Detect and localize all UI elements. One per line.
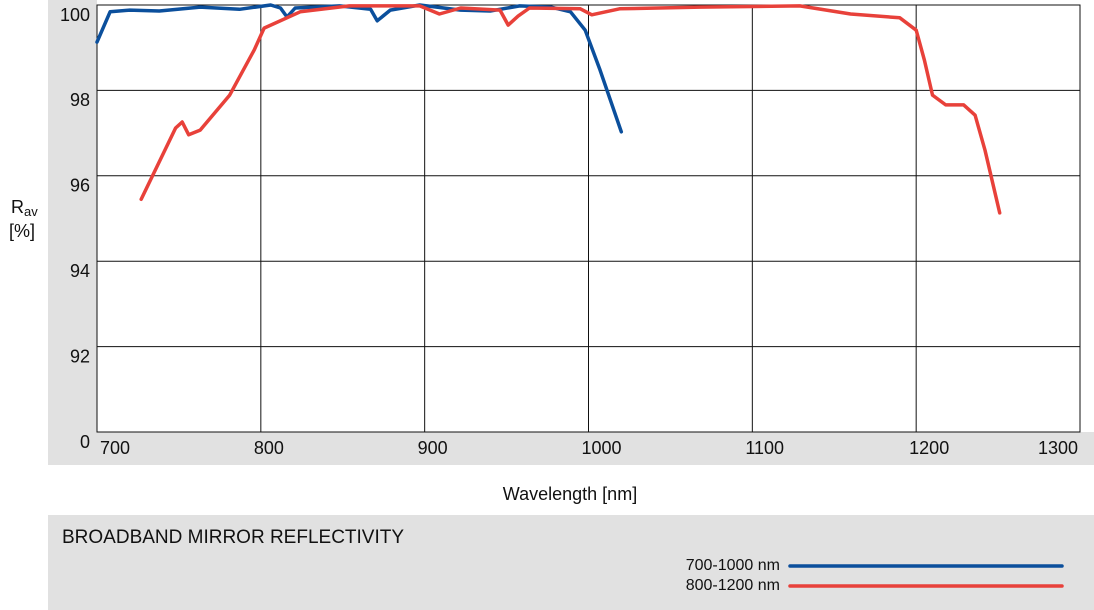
- x-tick-label: 1000: [582, 438, 622, 458]
- y-axis-label-sub: av: [24, 204, 38, 219]
- y-axis-unit: [%]: [9, 221, 35, 241]
- x-tick-label: 900: [418, 438, 448, 458]
- title-box: [48, 515, 1094, 610]
- x-axis-band: [48, 432, 1094, 465]
- data-line: [139, 4, 1002, 215]
- y-axis-band: [48, 0, 97, 465]
- x-axis-label: Wavelength [nm]: [503, 484, 637, 504]
- y-tick-label: 96: [70, 176, 90, 196]
- x-tick-label: 1300: [1038, 438, 1078, 458]
- y-axis-label-main: R: [11, 197, 24, 217]
- y-axis-label: Rav: [11, 197, 38, 220]
- y-tick-label: 94: [70, 261, 90, 281]
- x-tick-label: 1200: [909, 438, 949, 458]
- legend-label: 700-1000 nm: [686, 557, 780, 574]
- legend-label: 800-1200 nm: [686, 577, 780, 594]
- x-tick-label: 800: [254, 438, 284, 458]
- x-tick-label: 700: [100, 438, 130, 458]
- y-tick-label: 0: [80, 432, 90, 452]
- y-tick-label: 100: [60, 5, 90, 25]
- y-tick-label: 92: [70, 346, 90, 366]
- chart-title: BROADBAND MIRROR REFLECTIVITY: [62, 527, 404, 548]
- y-tick-label: 98: [70, 90, 90, 110]
- x-tick-label: 1100: [745, 438, 784, 458]
